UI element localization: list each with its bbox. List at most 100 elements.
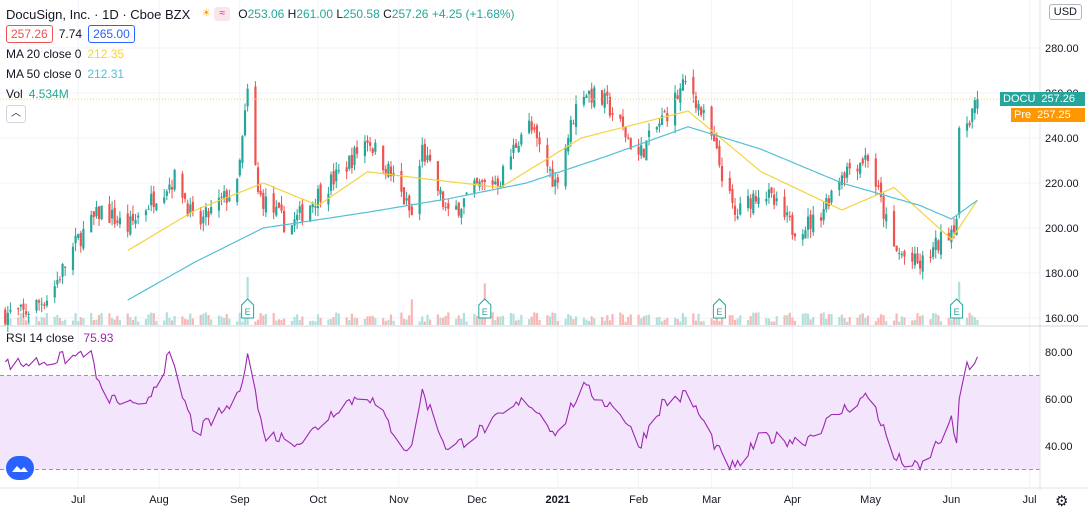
ask-box[interactable]: 265.00 <box>88 25 135 43</box>
volume-bar <box>629 314 632 325</box>
rsi-legend[interactable]: RSI 14 close 75.93 <box>6 331 113 345</box>
volume-bar <box>955 314 958 325</box>
volume-bar <box>765 318 768 325</box>
volume-bar <box>256 319 260 325</box>
volume-bar <box>460 318 463 325</box>
volume-bar <box>110 317 114 325</box>
moving-averages <box>0 98 1040 301</box>
candle-body <box>410 206 413 216</box>
candle-body <box>783 196 786 218</box>
ma20-label: MA 20 close 0 <box>6 47 82 61</box>
candle-body <box>952 225 956 233</box>
candle-body <box>752 193 755 214</box>
currency-button[interactable]: USD <box>1048 4 1082 20</box>
volume-label: Vol <box>6 87 23 101</box>
ma20-line <box>127 110 978 252</box>
candle-body <box>567 137 570 152</box>
candle-body <box>150 193 153 206</box>
candle-body <box>627 137 630 139</box>
volume-legend[interactable]: Vol 4.534M <box>6 84 515 104</box>
candle-body <box>64 266 67 268</box>
symbol-title[interactable]: DocuSign, Inc. · 1D · Cboe BZX <box>6 6 191 22</box>
bid-box[interactable]: 257.26 <box>6 25 53 43</box>
candle-body <box>702 110 705 113</box>
volume-bar <box>457 315 460 325</box>
candle-body <box>108 203 111 223</box>
candle-body <box>168 184 171 190</box>
candle-body <box>585 95 588 98</box>
volume-bar <box>264 313 267 325</box>
candle-body <box>731 188 734 203</box>
volume-bar <box>801 313 804 325</box>
volume-bar <box>593 318 596 325</box>
candle-body <box>939 232 943 255</box>
premarket-value: 257.25 <box>1037 109 1071 121</box>
volume-bar <box>879 314 883 325</box>
candle-body <box>97 206 101 220</box>
candle-body <box>663 111 666 113</box>
candle-body <box>27 313 30 315</box>
volume-bar <box>327 319 330 325</box>
volume-bar <box>533 312 536 325</box>
volume-bar <box>384 320 387 325</box>
volume-bar <box>621 314 625 325</box>
y-tick-label: 220.00 <box>1045 178 1079 190</box>
volume-bar <box>892 320 896 325</box>
volume-bar <box>601 316 604 325</box>
candle-body <box>191 201 194 212</box>
volume-bar <box>606 315 609 325</box>
candle-body <box>765 198 768 202</box>
x-tick-label: Feb <box>629 494 648 506</box>
chevron-up-icon[interactable]: ︿ <box>6 105 26 123</box>
candle-body <box>499 186 502 188</box>
volume-bar <box>947 318 950 325</box>
earnings-marker-label: E <box>482 307 488 317</box>
volume-bar <box>856 317 859 325</box>
candle-body <box>40 303 43 305</box>
candle-body <box>538 137 541 145</box>
x-tick-label: Sep <box>230 494 250 506</box>
volume-bar <box>428 319 432 325</box>
candle-body <box>666 113 669 122</box>
candle-body <box>366 140 369 143</box>
volume-bar <box>673 317 677 325</box>
candle-body <box>556 177 559 183</box>
volume-bar <box>189 313 192 325</box>
volume-bar <box>90 313 93 325</box>
ma20-legend[interactable]: MA 20 close 0 212.35 <box>6 44 515 64</box>
ma50-legend[interactable]: MA 50 close 0 212.31 <box>6 64 515 84</box>
volume-bar <box>220 316 223 325</box>
candle-body <box>45 300 49 306</box>
tradingview-logo-icon[interactable] <box>6 456 34 480</box>
x-tick-label: Jul <box>1023 494 1037 506</box>
volume-bar <box>118 319 121 325</box>
candle-body <box>840 175 844 185</box>
candle-body <box>913 253 916 266</box>
volume-bar <box>374 317 377 325</box>
y-tick-label: 240.00 <box>1045 133 1079 145</box>
candle-body <box>183 193 187 199</box>
candle-body <box>533 127 536 130</box>
gear-icon[interactable]: ⚙ <box>1055 493 1069 510</box>
candle-body <box>658 123 661 127</box>
volume-bar <box>207 314 210 325</box>
y-tick-label: 280.00 <box>1045 43 1079 55</box>
candle-body <box>548 169 552 171</box>
volume-bar <box>210 319 213 325</box>
volume-bar <box>514 320 518 325</box>
candle-body <box>223 191 226 199</box>
volume-bar <box>642 316 645 325</box>
earnings-marker-shape <box>950 298 964 319</box>
volume-bar <box>329 318 333 325</box>
ma50-label: MA 50 close 0 <box>6 67 82 81</box>
candle-body <box>606 91 609 96</box>
volume-bar <box>418 321 421 325</box>
candle-body <box>715 138 718 149</box>
volume-bar <box>53 316 56 325</box>
volume-bar <box>773 321 776 325</box>
candle-body <box>447 203 450 209</box>
earnings-marker: E <box>478 298 492 319</box>
volume-bar <box>301 316 304 325</box>
candle-body <box>640 145 643 156</box>
